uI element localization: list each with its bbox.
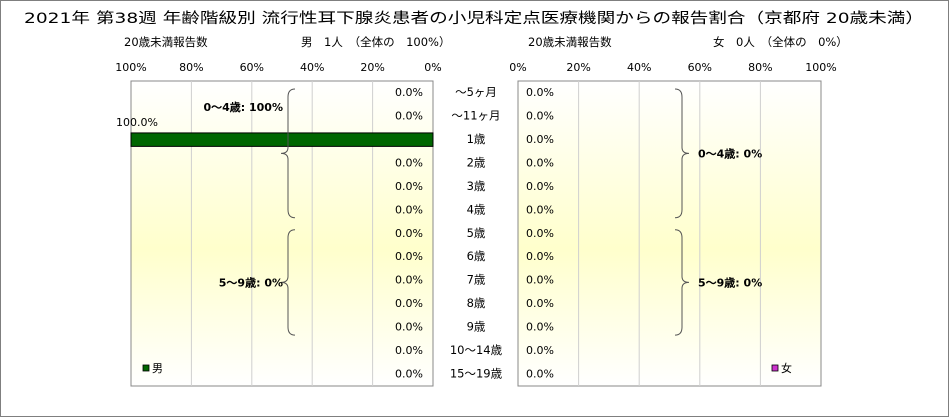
age-category-labels: 〜5ヶ月〜11ヶ月 1歳 2歳 3歳 4歳 5歳 6歳 7歳 8歳 9歳 10〜14歳 15〜19歳	[450, 85, 503, 381]
age-category-label: 3歳	[467, 179, 486, 193]
right-value-label: 0.0%	[526, 203, 554, 216]
left-caption: 20歳未満報告数	[124, 35, 208, 49]
age-category-label: 1歳	[467, 132, 486, 146]
left-value-label: 0.0%	[395, 344, 423, 357]
right-value-label: 0.0%	[526, 368, 554, 381]
left-value-label: 0.0%	[395, 297, 423, 310]
left-value-label: 0.0%	[395, 368, 423, 381]
right-value-label: 0.0%	[526, 109, 554, 122]
age-category-label: 15〜19歳	[450, 367, 503, 381]
left-value-label: 0.0%	[395, 250, 423, 263]
left-plot-area	[130, 80, 434, 387]
left-value-label: 0.0%	[395, 86, 423, 99]
right-legend-swatch	[771, 364, 779, 372]
right-tick-label: 40%	[627, 61, 651, 74]
right-group-brace	[674, 88, 690, 219]
right-tick-label: 100%	[805, 61, 836, 74]
right-group-label: 0〜4歳: 0%	[698, 146, 762, 160]
right-tick-label: 80%	[748, 61, 772, 74]
right-group-label: 5〜9歳: 0%	[698, 275, 762, 289]
left-group-brace	[280, 88, 296, 219]
left-tick-label: 60%	[240, 61, 264, 74]
left-value-label: 0.0%	[395, 180, 423, 193]
right-panel-female: 0% 20% 40% 60% 80% 100% 0.0% 0.0% 0.0% 0.0% 0.0% 0.…	[509, 61, 837, 387]
right-value-label: 0.0%	[526, 321, 554, 334]
left-value-label: 0.0%	[395, 203, 423, 216]
right-value-label: 0.0%	[526, 274, 554, 287]
right-plot-area	[517, 80, 822, 387]
right-value-label: 0.0%	[526, 297, 554, 310]
right-value-label: 0.0%	[526, 250, 554, 263]
right-value-label: 0.0%	[526, 133, 554, 146]
age-category-label: 7歳	[467, 273, 486, 287]
left-tick-label: 20%	[360, 61, 384, 74]
right-value-label: 0.0%	[526, 344, 554, 357]
right-summary: 女 0人 （全体の 0%）	[713, 35, 848, 49]
age-category-label: 4歳	[467, 202, 486, 216]
left-tick-label: 0%	[424, 61, 441, 74]
left-panel-male: 100% 80% 60% 40% 20% 0%0.0%0.0%100.0%0.0%0.0%…	[115, 61, 442, 387]
age-category-label: 5歳	[467, 226, 486, 240]
age-category-label: 2歳	[467, 155, 486, 169]
left-group-label: 5〜9歳: 0%	[219, 275, 283, 289]
left-legend-label: 男	[152, 362, 163, 375]
right-tick-label: 20%	[566, 61, 590, 74]
age-category-label: 6歳	[467, 249, 486, 263]
age-category-label: 〜5ヶ月	[455, 85, 497, 99]
age-category-label: 10〜14歳	[450, 343, 503, 357]
age-category-label: 8歳	[467, 296, 486, 310]
left-group-label: 0〜4歳: 100%	[203, 100, 283, 114]
left-value-label: 0.0%	[395, 321, 423, 334]
left-group-brace	[280, 229, 296, 336]
right-value-label: 0.0%	[526, 180, 554, 193]
age-category-label: 〜11ヶ月	[451, 108, 500, 122]
left-tick-label: 100%	[115, 61, 146, 74]
left-tick-label: 40%	[300, 61, 324, 74]
right-group-brace	[674, 229, 690, 336]
left-value-label: 0.0%	[395, 274, 423, 287]
right-value-label: 0.0%	[526, 227, 554, 240]
right-tick-label: 60%	[688, 61, 712, 74]
left-value-label: 0.0%	[395, 109, 423, 122]
left-value-label: 0.0%	[395, 227, 423, 240]
left-value-label: 0.0%	[395, 156, 423, 169]
left-tick-label: 80%	[179, 61, 203, 74]
chart-title: 2021年 第38週 年齢階級別 流行性耳下腺炎患者の小児科定点医療機関からの報…	[24, 9, 924, 27]
right-value-label: 0.0%	[526, 86, 554, 99]
right-caption: 20歳未満報告数	[528, 35, 612, 49]
left-value-label: 100.0%	[116, 116, 158, 129]
age-category-label: 9歳	[467, 320, 486, 334]
right-tick-label: 0%	[509, 61, 526, 74]
right-value-label: 0.0%	[526, 156, 554, 169]
left-summary: 男 1人 （全体の 100%）	[301, 35, 450, 49]
right-legend-label: 女	[781, 361, 792, 375]
left-legend-swatch	[142, 364, 150, 372]
left-bar	[130, 132, 434, 147]
